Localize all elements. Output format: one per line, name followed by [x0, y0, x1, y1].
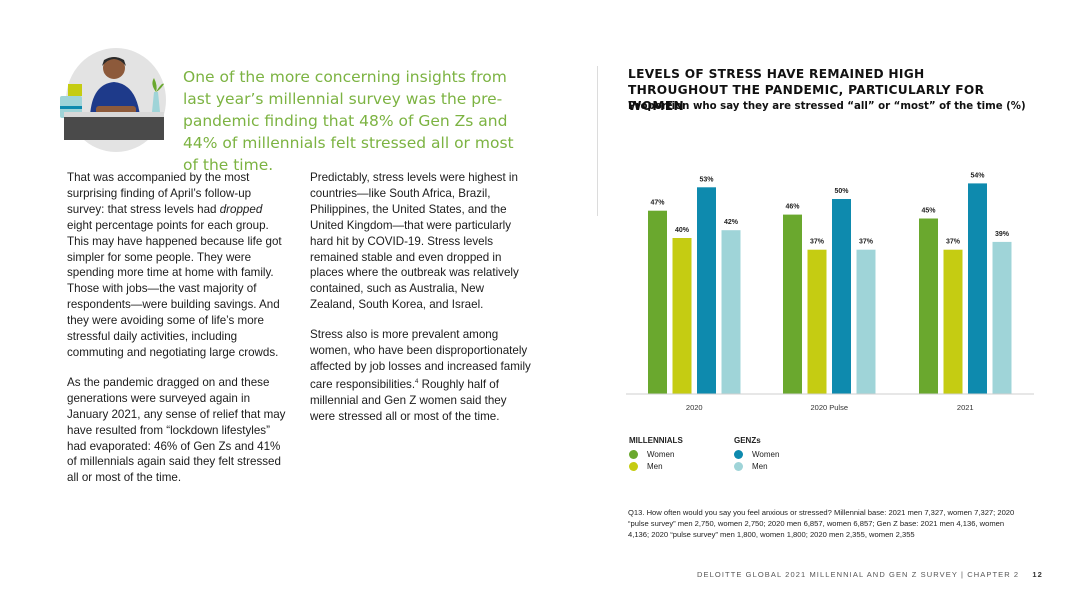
bar [721, 230, 741, 394]
emphasis-text: dropped [219, 202, 263, 216]
chart-footnote: Q13. How often would you say you feel an… [628, 508, 1015, 539]
body-column-2: Predictably, stress levels were highest … [310, 170, 532, 438]
category-label: 2020 [686, 403, 703, 412]
text-run: Roughly half of millennial and Gen Z wom… [310, 377, 507, 423]
pull-quote: One of the more concerning insights from… [183, 68, 514, 174]
legend-swatch [734, 461, 743, 471]
legend-label: Women [752, 449, 780, 459]
data-label: 42% [724, 219, 739, 226]
footer-text: DELOITTE GLOBAL 2021 MILLENNIAL AND GEN … [697, 570, 1020, 579]
data-label: 54% [970, 172, 985, 179]
text-run: That was accompanied by the most surpris… [67, 171, 252, 216]
data-label: 47% [650, 200, 665, 207]
data-label: 46% [785, 204, 800, 211]
chart-subtitle: Proportion who say they are stressed “al… [628, 101, 1026, 112]
paragraph: Predictably, stress levels were highest … [310, 171, 519, 312]
data-label: 37% [810, 239, 825, 246]
text-run: Stress also is more prevalent among wome… [310, 328, 531, 391]
legend-item: Men [734, 460, 779, 472]
legend-label: Men [752, 461, 768, 471]
legend-label: Women [647, 449, 675, 459]
legend-swatch [734, 449, 743, 459]
bar [992, 241, 1012, 394]
paragraph: That was accompanied by the most surpris… [67, 170, 289, 361]
person-at-desk-illustration [60, 48, 166, 152]
legend-title: MILLENNIALS [629, 436, 683, 445]
bar [697, 187, 716, 394]
page-footer: DELOITTE GLOBAL 2021 MILLENNIAL AND GEN … [697, 570, 1043, 579]
legend-swatch [629, 449, 638, 459]
data-label: 37% [946, 239, 961, 246]
bar [919, 218, 938, 394]
bar [832, 199, 851, 394]
bar [968, 183, 987, 394]
category-label: 2021 [957, 403, 974, 412]
text-run: eight percentage points for each group. … [67, 218, 282, 359]
footnote-marker[interactable]: 4 [415, 378, 419, 385]
category-label: 2020 Pulse [810, 403, 848, 412]
data-label: 50% [834, 188, 849, 195]
bar [783, 214, 802, 394]
legend-item: Women [734, 448, 779, 460]
legend-item: Women [629, 448, 683, 460]
data-label: 39% [995, 231, 1010, 238]
data-label: 45% [921, 208, 936, 215]
data-label: 37% [859, 239, 874, 246]
legend-genz: GENZs Women Men [734, 436, 779, 472]
data-label: 40% [675, 227, 690, 234]
bar [672, 238, 692, 394]
page-number: 12 [1032, 570, 1043, 579]
bar [648, 210, 667, 394]
column-divider [597, 66, 598, 216]
chart-title: LEVELS OF STRESS HAVE REMAINED HIGH THRO… [628, 67, 985, 113]
body-column-1: That was accompanied by the most surpris… [67, 170, 289, 500]
paragraph: As the pandemic dragged on and these gen… [67, 375, 286, 485]
bar [943, 249, 963, 394]
bar [856, 249, 876, 394]
legend-title: GENZs [734, 436, 761, 445]
legend-item: Men [629, 460, 683, 472]
legend-millennials: MILLENNIALS Women Men [629, 436, 683, 472]
legend-label: Men [647, 461, 663, 471]
paragraph: Stress also is more prevalent among wome… [310, 327, 532, 424]
bar [807, 249, 827, 394]
data-label: 53% [699, 176, 714, 183]
legend-swatch [629, 461, 638, 471]
